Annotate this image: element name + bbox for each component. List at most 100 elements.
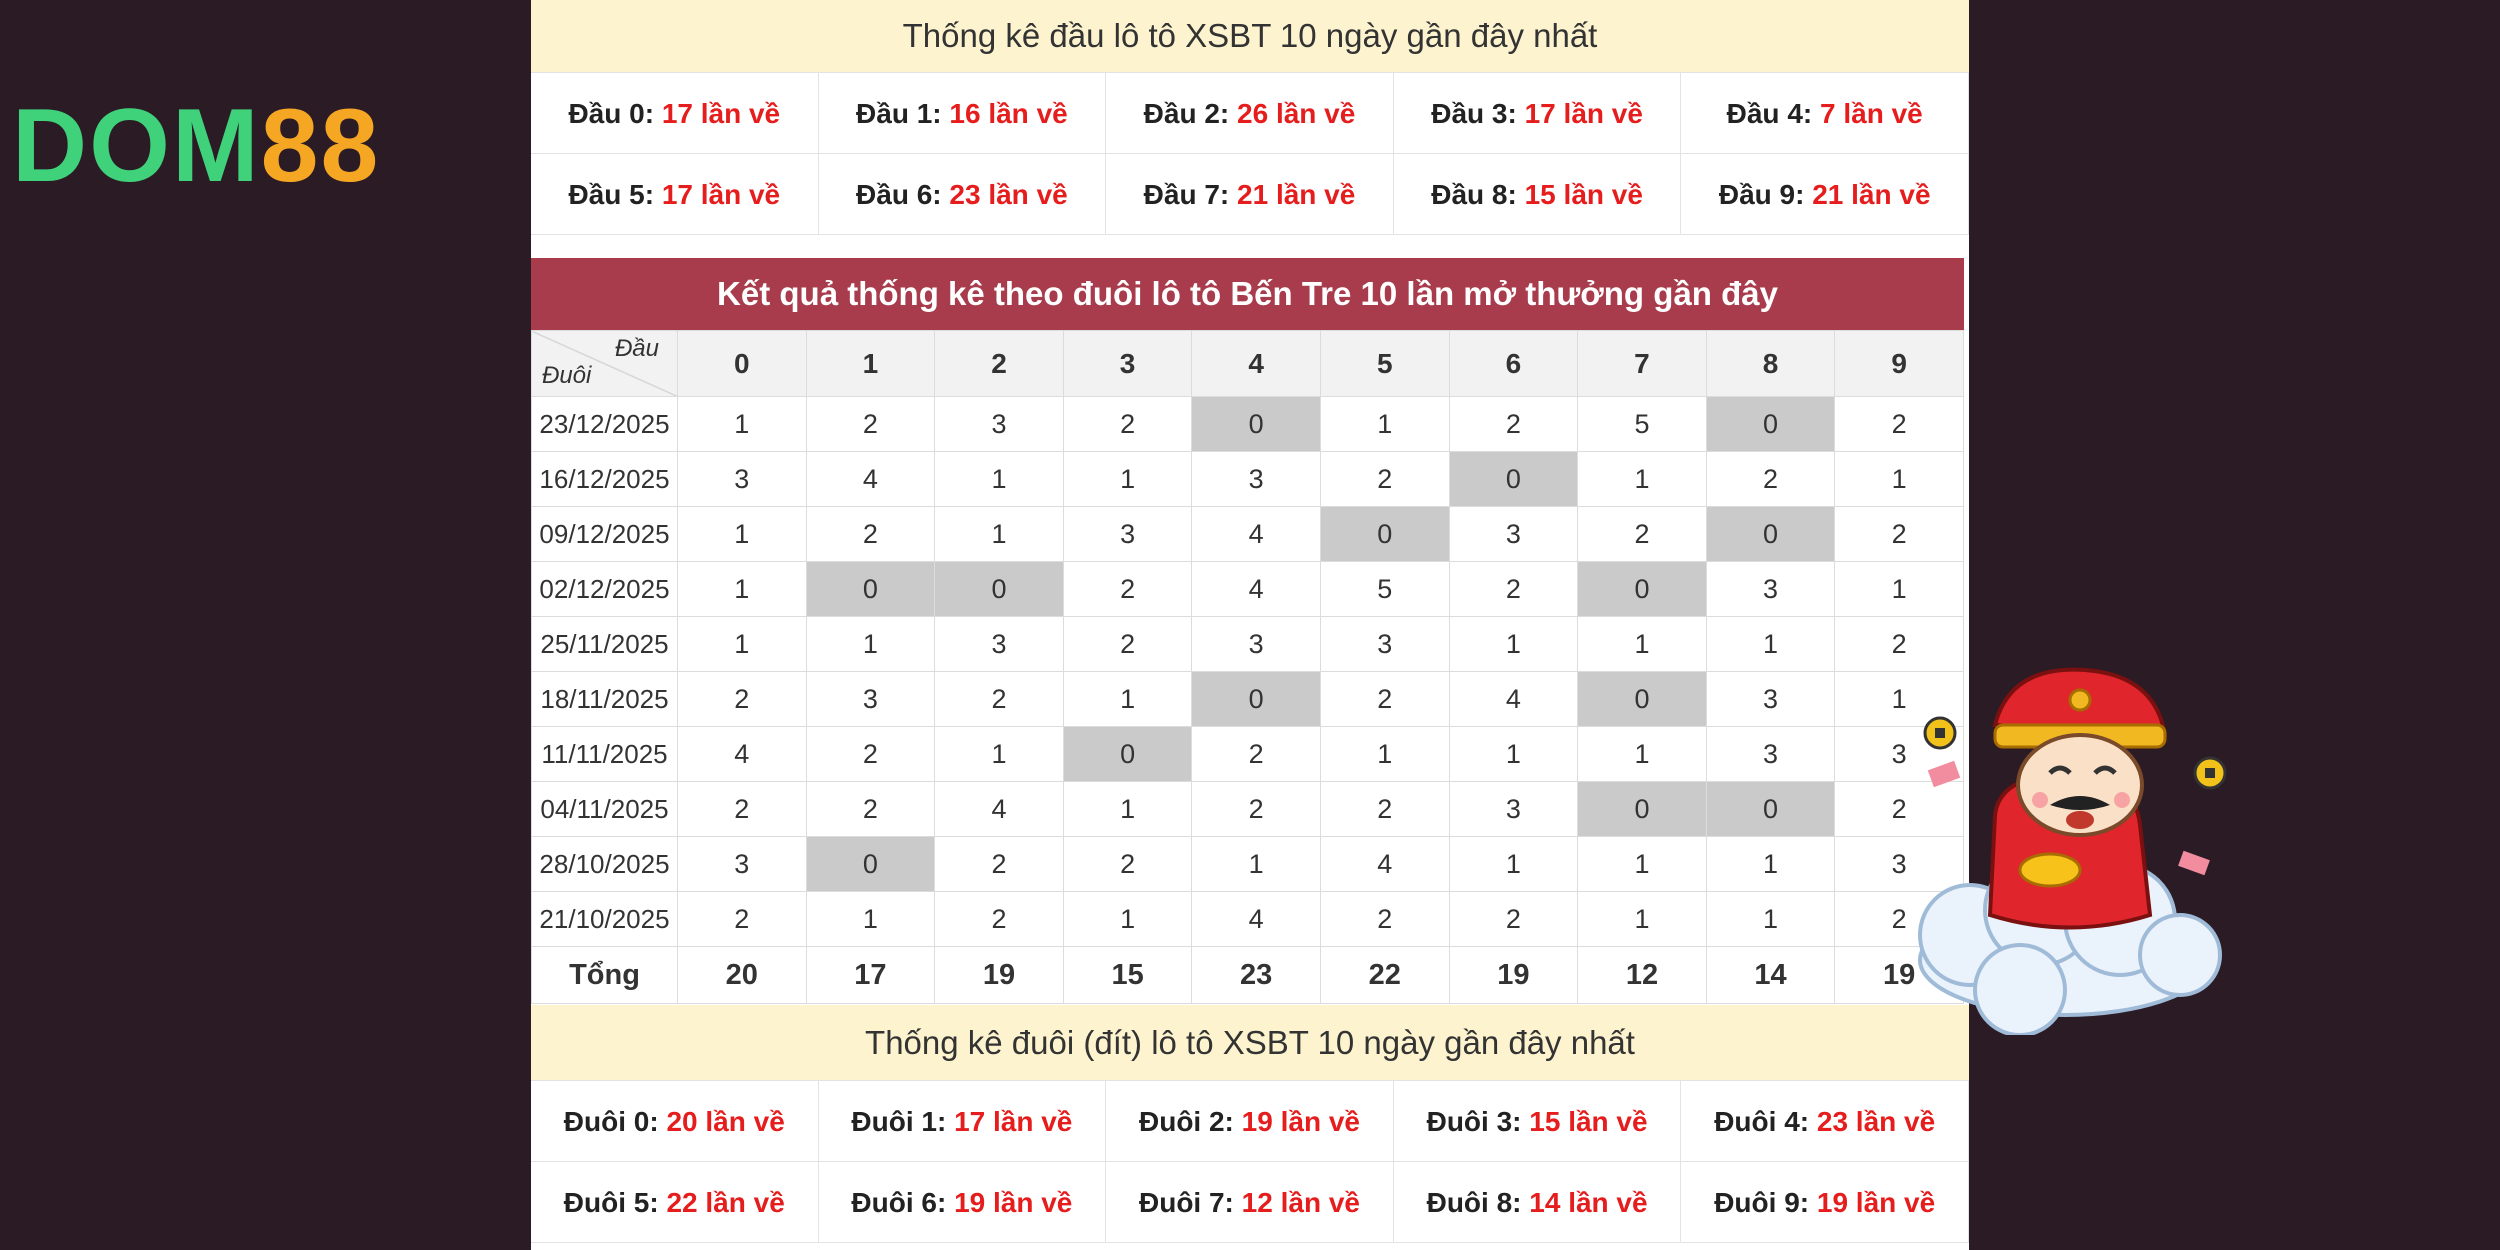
stat-value: 16 lần về <box>949 98 1068 129</box>
table-cell: 0 <box>1577 561 1707 617</box>
stat-label: Đuôi 6: <box>851 1187 947 1218</box>
total-cell: 19 <box>934 946 1064 1004</box>
stat-label: Đầu 9: <box>1718 179 1805 210</box>
table-cell: 4 <box>934 781 1064 837</box>
table-cell: 2 <box>1834 616 1964 672</box>
corner-head-label: Đầu <box>614 335 659 362</box>
table-cell: 0 <box>805 561 936 617</box>
head-stat-9: Đầu 9: 21 lần về <box>1681 154 1969 235</box>
tail-stat-9: Đuôi 9: 19 lần về <box>1681 1162 1969 1243</box>
table-cell: 2 <box>1191 726 1321 782</box>
head-stats-title: Thống kê đầu lô tô XSBT 10 ngày gần đây … <box>531 0 1969 72</box>
row-date: 11/11/2025 <box>531 726 678 782</box>
row-date: 18/11/2025 <box>531 671 678 727</box>
table-cell: 5 <box>1577 396 1707 452</box>
tail-stat-0: Đuôi 0: 20 lần về <box>531 1081 819 1162</box>
table-cell: 3 <box>677 451 807 507</box>
stat-label: Đầu 7: <box>1143 179 1230 210</box>
stat-label: Đuôi 2: <box>1139 1106 1234 1137</box>
stat-value: 7 lần về <box>1820 98 1923 129</box>
table-cell: 1 <box>1577 616 1707 672</box>
table-row: 16/12/2025 3 4 1 1 3 2 0 1 2 1 <box>531 451 1964 507</box>
tail-stat-2: Đuôi 2: 19 lần về <box>1106 1081 1394 1162</box>
table-cell: 3 <box>1191 616 1321 672</box>
row-date: 09/12/2025 <box>531 506 678 562</box>
table-cell: 0 <box>1062 726 1193 782</box>
table-cell: 1 <box>934 506 1064 562</box>
column-header-4: 4 <box>1191 330 1321 397</box>
table-cell: 1 <box>1577 836 1707 892</box>
table-cell: 3 <box>934 616 1064 672</box>
table-cell: 1 <box>1448 836 1579 892</box>
table-cell: 2 <box>934 891 1064 947</box>
stat-value: 21 lần về <box>1812 179 1931 210</box>
table-cell: 0 <box>1448 451 1579 507</box>
table-cell: 1 <box>1062 451 1193 507</box>
table-cell: 2 <box>1448 396 1579 452</box>
head-stat-2: Đầu 2: 26 lần về <box>1106 73 1394 154</box>
stat-value: 20 lần về <box>666 1106 785 1137</box>
table-cell: 1 <box>1448 726 1579 782</box>
stat-value: 17 lần về <box>1524 98 1643 129</box>
table-cell: 2 <box>934 671 1064 727</box>
total-cell: 12 <box>1577 946 1707 1004</box>
stat-value: 19 lần về <box>954 1187 1073 1218</box>
stat-label: Đầu 8: <box>1431 179 1517 210</box>
tail-table-title: Kết quả thống kê theo đuôi lô tô Bến Tre… <box>531 258 1964 330</box>
table-cell: 2 <box>805 726 936 782</box>
table-cell: 1 <box>1062 781 1193 837</box>
stat-label: Đầu 4: <box>1726 98 1813 129</box>
column-header-8: 8 <box>1705 330 1836 397</box>
stat-label: Đầu 6: <box>856 179 942 210</box>
row-date: 23/12/2025 <box>531 396 678 452</box>
table-cell: 1 <box>1319 396 1450 452</box>
stat-value: 23 lần về <box>1816 1106 1936 1137</box>
stat-label: Đuôi 7: <box>1139 1187 1234 1218</box>
stat-value: 17 lần về <box>661 98 781 129</box>
tail-stat-1: Đuôi 1: 17 lần về <box>818 1081 1107 1162</box>
column-header-5: 5 <box>1319 330 1450 397</box>
head-stat-5: Đầu 5: 17 lần về <box>531 154 819 235</box>
stat-value: 12 lần về <box>1241 1187 1360 1218</box>
table-row: 02/12/2025 1 0 0 2 4 5 2 0 3 1 <box>531 561 1964 617</box>
table-cell: 0 <box>805 836 936 892</box>
stat-value: 15 lần về <box>1524 179 1643 210</box>
table-cell: 2 <box>1062 396 1193 452</box>
head-stat-8: Đầu 8: 15 lần về <box>1393 154 1682 235</box>
table-cell: 5 <box>1319 561 1450 617</box>
table-cell: 2 <box>1448 561 1579 617</box>
table-cell: 1 <box>677 506 807 562</box>
table-cell: 2 <box>1577 506 1707 562</box>
table-cell: 1 <box>1705 836 1836 892</box>
table-cell: 1 <box>934 726 1064 782</box>
table-cell: 3 <box>1448 781 1579 837</box>
stat-value: 22 lần về <box>666 1187 785 1218</box>
table-row: 23/12/2025 1 2 3 2 0 1 2 5 0 2 <box>531 396 1964 452</box>
tail-stat-5: Đuôi 5: 22 lần về <box>531 1162 819 1243</box>
table-row: 25/11/2025 1 1 3 2 3 3 1 1 1 2 <box>531 616 1964 672</box>
table-cell: 3 <box>1191 451 1321 507</box>
table-cell: 0 <box>1191 671 1321 727</box>
table-cell: 1 <box>1577 451 1707 507</box>
table-cell: 3 <box>1834 836 1964 892</box>
table-cell: 1 <box>1705 891 1836 947</box>
table-cell: 0 <box>1191 396 1321 452</box>
table-cell: 2 <box>1319 781 1450 837</box>
stat-value: 26 lần về <box>1237 98 1356 129</box>
column-header-0: 0 <box>677 330 807 397</box>
stat-label: Đuôi 5: <box>563 1187 659 1218</box>
table-row: 11/11/2025 4 2 1 0 2 1 1 1 3 3 <box>531 726 1964 782</box>
stat-label: Đuôi 9: <box>1714 1187 1810 1218</box>
total-cell: 17 <box>805 946 936 1004</box>
row-date: 25/11/2025 <box>531 616 678 672</box>
stat-value: 17 lần về <box>954 1106 1073 1137</box>
table-cell: 4 <box>1191 506 1321 562</box>
dom88-logo: DOM88 <box>12 94 380 198</box>
stat-value: 15 lần về <box>1529 1106 1648 1137</box>
total-cell: 20 <box>677 946 807 1004</box>
table-row: 18/11/2025 2 3 2 1 0 2 4 0 3 1 <box>531 671 1964 727</box>
table-cell: 2 <box>1062 561 1193 617</box>
god-of-wealth-mascot-icon <box>1918 667 2227 1035</box>
table-cell: 2 <box>677 671 807 727</box>
